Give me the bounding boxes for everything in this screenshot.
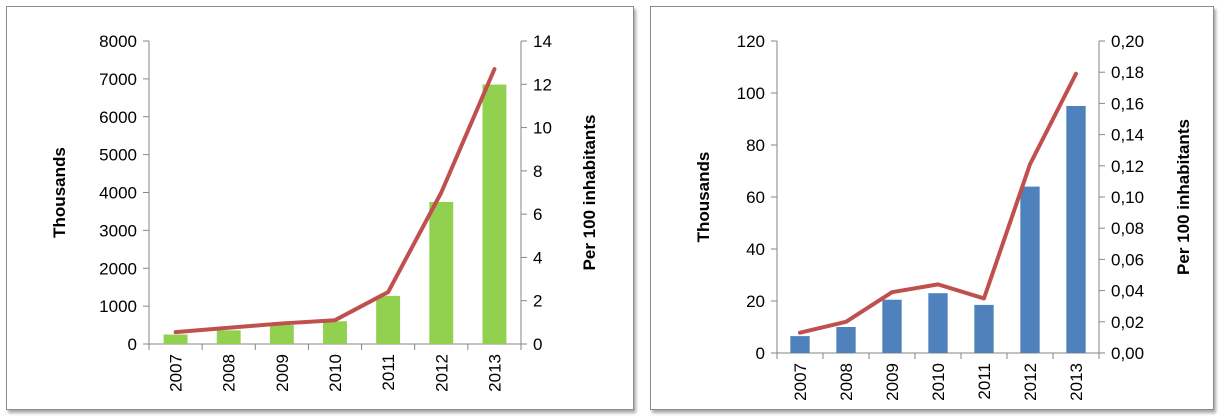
chart0-right-tick-label: 12 [533,75,552,94]
chart1-x-tick-label: 2009 [883,363,902,401]
chart0-bar-2013 [482,84,507,345]
chart1-bar-2009 [882,299,902,353]
chart1-right-tick-label: 0,20 [1111,32,1144,51]
chart0-bar-2009 [269,325,294,344]
chart0-bar-2007 [163,334,188,344]
chart-right: 0 20 40 60 80 100 120 0,00 0,02 0,04 0,06 0,08 0,10 0… [694,32,1193,401]
chart0-left-tick-label: 8000 [99,32,137,51]
chart1-x-tick-label: 2010 [929,363,948,401]
chart1-left-tick-label: 0 [756,344,765,363]
chart1-right-tick-label: 0,04 [1111,282,1144,301]
chart1-right-tick-label: 0,08 [1111,219,1144,238]
chart0-x-tick-label: 2013 [485,354,504,392]
chart0-left-tick-label: 7000 [99,70,137,89]
chart1-bar-2013 [1066,106,1086,353]
chart0-left-tick-label: 0 [128,335,137,354]
chart1-left-tick-label: 20 [746,292,765,311]
chart0-left-tick-label: 2000 [99,259,137,278]
chart0-bar-2010 [323,321,347,344]
chart1-right-axis-title: Per 100 inhabitants [1174,119,1193,275]
chart1-right-tick-label: 0,18 [1111,63,1144,82]
chart0-left-tick-label: 1000 [99,297,137,316]
chart0-right-tick-label: 10 [533,119,552,138]
chart0-right-tick-label: 14 [533,32,552,51]
chart0-left-tick-label: 3000 [99,221,137,240]
chart0-x-tick-label: 2008 [220,354,239,392]
chart1-bar-2007 [790,336,810,353]
chart1-x-tick-label: 2012 [1021,363,1040,401]
chart0-right-tick-label: 8 [533,162,542,181]
chart-panel-left: 0 1000 2000 3000 4000 5000 6000 7000 8000 0 2 4 6 8 10… [6,6,634,410]
chart1-left-tick-label: 120 [737,32,765,51]
chart0-right-axis-title: Per 100 inhabitants [580,115,599,271]
chart1-right-tick-label: 0,10 [1111,188,1144,207]
chart0-x-tick-label: 2009 [273,354,292,392]
chart0-right-tick-label: 2 [533,292,542,311]
chart1-bar-2008 [836,327,856,353]
chart1-x-tick-label: 2011 [975,363,994,400]
chart0-x-tick-label: 2010 [326,354,345,392]
chart0-right-tick-label: 0 [533,335,542,354]
chart0-x-tick-label: 2007 [167,354,186,392]
chart1-right-tick-label: 0,00 [1111,344,1144,363]
chart1-left-tick-label: 100 [737,84,765,103]
chart1-x-tick-label: 2007 [791,363,810,401]
chart0-right-tick-label: 6 [533,205,542,224]
chart1-x-tick-label: 2013 [1067,363,1086,401]
chart0-left-tick-label: 4000 [99,184,137,203]
chart0-right-tick-label: 4 [533,248,542,267]
chart1-bar-2010 [928,293,948,353]
chart1-right-tick-label: 0,02 [1111,313,1144,332]
chart0-left-tick-label: 5000 [99,146,137,165]
chart1-left-tick-label: 40 [746,240,765,259]
chart1-right-tick-label: 0,14 [1111,126,1144,145]
chart-left: 0 1000 2000 3000 4000 5000 6000 7000 8000 0 2 4 6 8 10… [50,32,599,392]
chart-panel-right: 0 20 40 60 80 100 120 0,00 0,02 0,04 0,06 0,08 0,10 0… [650,6,1214,410]
chart0-x-tick-label: 2012 [432,354,451,392]
chart1-left-tick-label: 60 [746,188,765,207]
chart1-left-axis-title: Thousands [694,152,713,243]
chart1-right-tick-label: 0,16 [1111,94,1144,113]
chart0-bar-2008 [216,330,241,344]
chart0-bar-2012 [429,201,454,344]
chart0-left-tick-label: 6000 [99,108,137,127]
chart1-x-tick-label: 2008 [837,363,856,401]
chart1-bar-2012 [1020,186,1040,353]
chart1-right-tick-label: 0,06 [1111,250,1144,269]
chart0-left-axis-title: Thousands [50,147,69,238]
chart0-x-tick-label: 2011 [379,354,398,391]
chart1-bar-2011 [974,304,994,353]
chart1-left-tick-label: 80 [746,136,765,155]
chart1-right-tick-label: 0,12 [1111,157,1144,176]
chart0-bar-2011 [376,295,401,344]
